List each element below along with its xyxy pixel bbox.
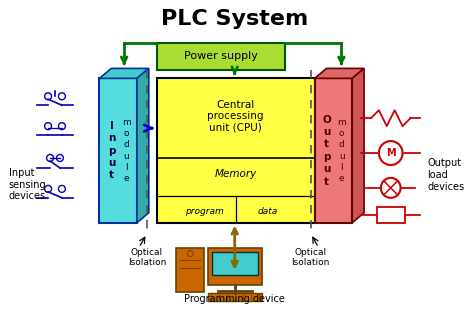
Polygon shape — [352, 68, 364, 223]
Text: data: data — [257, 207, 277, 216]
Text: Input
sensing
devices: Input sensing devices — [9, 168, 46, 202]
Polygon shape — [137, 68, 149, 223]
Bar — [212, 252, 258, 276]
Polygon shape — [100, 68, 149, 78]
Bar — [176, 248, 204, 293]
Text: Central
processing
unit (CPU): Central processing unit (CPU) — [208, 100, 264, 133]
Text: Power supply: Power supply — [184, 51, 258, 62]
Bar — [377, 207, 404, 223]
Text: Optical
Isolation: Optical Isolation — [292, 248, 330, 267]
Text: PLC System: PLC System — [161, 9, 309, 29]
Bar — [157, 78, 315, 223]
Text: Programming device: Programming device — [184, 294, 285, 304]
Text: program: program — [185, 207, 223, 216]
Bar — [315, 78, 352, 223]
Text: O
u
t
p
u
t: O u t p u t — [322, 115, 331, 187]
Text: m
o
d
u
l
e: m o d u l e — [122, 118, 131, 183]
Bar — [157, 42, 285, 70]
Text: I
n
p
u
t: I n p u t — [108, 121, 115, 180]
Bar — [208, 248, 263, 286]
Bar — [208, 293, 263, 301]
Text: m
o
d
u
l
e: m o d u l e — [337, 118, 346, 183]
Text: Optical
Isolation: Optical Isolation — [128, 248, 166, 267]
Bar — [100, 78, 137, 223]
Text: Output
load
devices: Output load devices — [427, 158, 465, 191]
Polygon shape — [315, 68, 364, 78]
Text: M: M — [386, 148, 395, 158]
Text: Memory: Memory — [215, 169, 257, 179]
